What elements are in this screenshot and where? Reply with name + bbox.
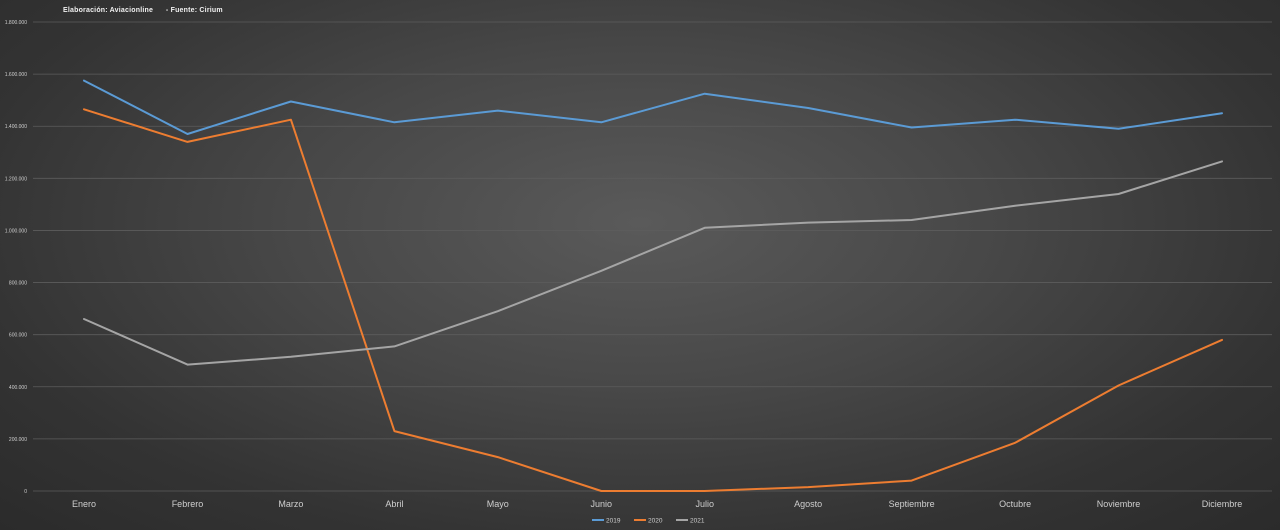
y-tick-label: 0 (24, 489, 27, 495)
y-tick-label: 600.000 (9, 333, 27, 339)
x-tick-label: Diciembre (1202, 499, 1243, 509)
x-tick-label: Noviembre (1097, 499, 1141, 509)
y-tick-label: 1.800.000 (5, 20, 27, 26)
y-tick-label: 1.600.000 (5, 72, 27, 78)
y-tick-label: 800.000 (9, 281, 27, 287)
legend-label: 2021 (690, 518, 705, 525)
x-tick-label: Mayo (487, 499, 509, 509)
x-tick-label: Septiembre (889, 499, 935, 509)
source-note: Elaboración: Aviacionline - Fuente: Ciri… (63, 7, 223, 14)
y-tick-label: 400.000 (9, 385, 27, 391)
y-tick-label: 200.000 (9, 437, 27, 443)
y-tick-label: 1.200.000 (5, 176, 27, 182)
x-tick-label: Enero (72, 499, 96, 509)
series-line-2021 (83, 160, 1223, 366)
gridlines (33, 21, 1272, 492)
legend: 2019 2020 2021 (592, 518, 705, 525)
x-tick-label: Abril (385, 499, 403, 509)
x-tick-label: Julio (695, 499, 714, 509)
legend-label: 2020 (648, 518, 663, 525)
x-tick-label: Agosto (794, 499, 822, 509)
y-tick-label: 1.000.000 (5, 228, 27, 234)
legend-label: 2019 (606, 518, 621, 525)
x-tick-label: Junio (591, 499, 613, 509)
y-tick-label: 1.400.000 (5, 124, 27, 130)
series-lines (83, 79, 1223, 492)
x-tick-label: Febrero (172, 499, 204, 509)
x-tick-label: Octubre (999, 499, 1031, 509)
series-line-2019 (83, 79, 1223, 135)
x-axis-tick-labels: Enero Febrero Marzo Abril Mayo Junio Julio Agos… (72, 499, 1242, 509)
y-axis-tick-labels: 0 200.000 400.000 600.000 800.000 1.000.000 1.… (5, 20, 27, 495)
series-line-2020 (83, 108, 1223, 492)
x-tick-label: Marzo (278, 499, 303, 509)
